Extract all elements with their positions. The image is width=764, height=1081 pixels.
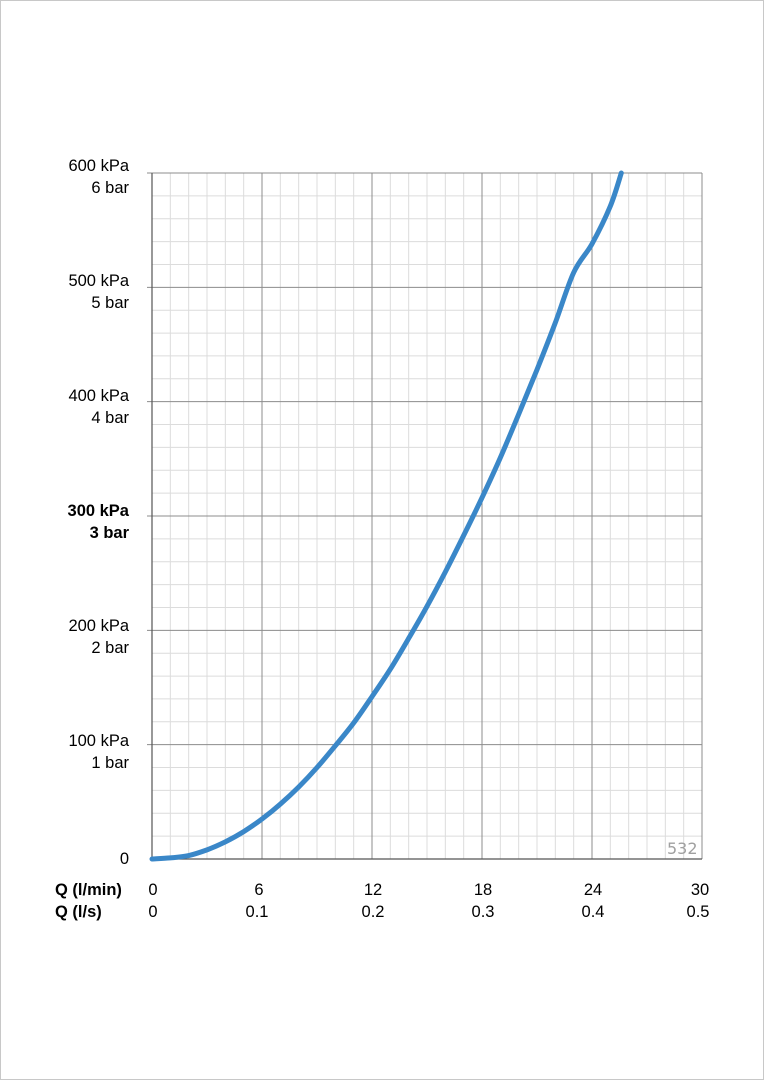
y-tick-label-500kpa: 500 kPa <box>68 272 129 290</box>
x-tick-label: 0.2 <box>361 903 385 921</box>
x-axis-title-lmin: Q (l/min) <box>55 881 122 899</box>
x-axis-title-ls: Q (l/s) <box>55 903 102 921</box>
y-tick-label-2bar: 2 bar <box>91 639 129 657</box>
y-tick-label-400kpa: 400 kPa <box>68 387 129 405</box>
x-tick-label: 18 <box>473 881 493 899</box>
y-tick-label-3bar: 3 bar <box>89 524 129 542</box>
x-tick-label: 0.1 <box>245 903 269 921</box>
y-tick-label-300kpa: 300 kPa <box>67 502 129 520</box>
x-tick-label: 6 <box>254 881 264 899</box>
y-tick-label-100kpa: 100 kPa <box>68 732 129 750</box>
chart-id-label: 532 <box>667 839 698 858</box>
x-tick-label: 0.3 <box>471 903 495 921</box>
x-tick-label: 12 <box>363 881 383 899</box>
x-tick-label: 24 <box>583 881 603 899</box>
pressure-loss-curve <box>149 170 624 862</box>
y-tick-label-6bar: 6 bar <box>91 179 129 197</box>
x-tick-label: 30 <box>690 881 710 899</box>
x-tick-label: 0 <box>148 903 158 921</box>
y-tick-label-4bar: 4 bar <box>91 409 129 427</box>
y-tick-label-600kpa: 600 kPa <box>68 157 129 175</box>
y-tick-label-1bar: 1 bar <box>91 754 129 772</box>
x-tick-label: 0 <box>148 881 158 899</box>
y-tick-label-5bar: 5 bar <box>91 294 129 312</box>
x-tick-label: 0.4 <box>581 903 605 921</box>
y-tick-label-0: 0 <box>119 850 129 868</box>
y-tick-label-200kpa: 200 kPa <box>68 617 129 635</box>
x-tick-label: 0.5 <box>686 903 710 921</box>
